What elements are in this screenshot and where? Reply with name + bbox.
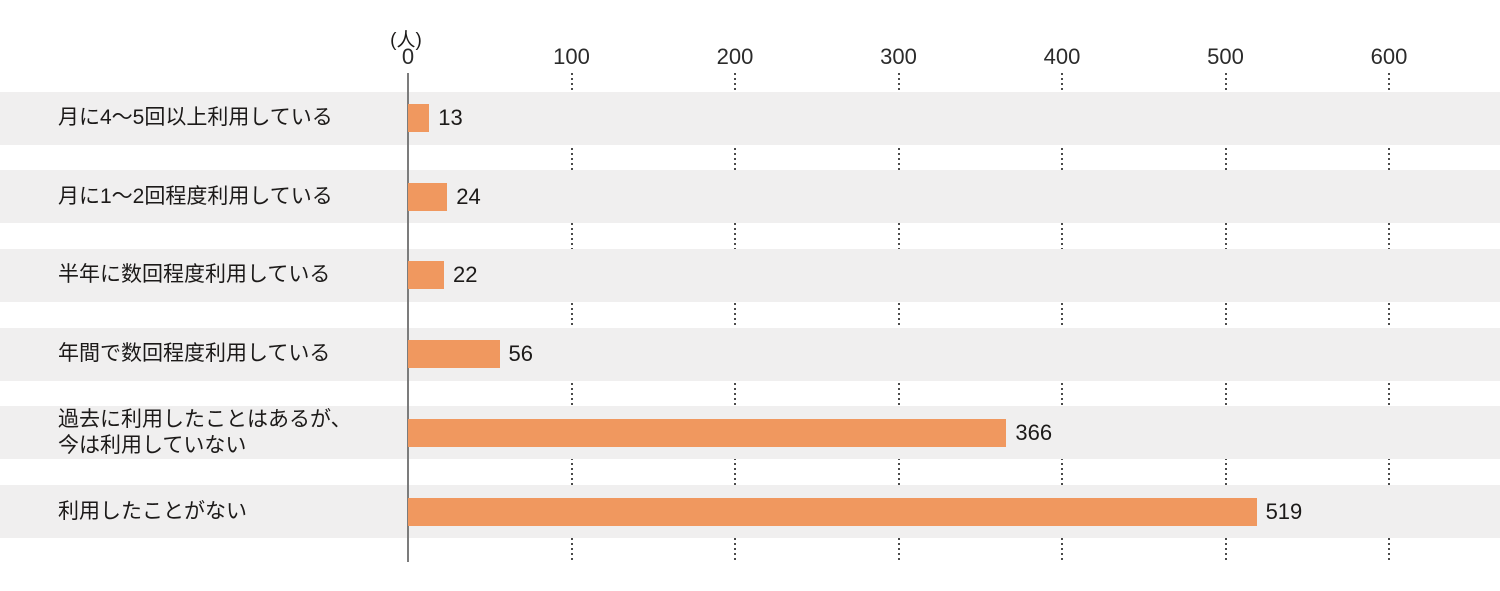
x-tick-label: 200 bbox=[716, 44, 754, 69]
category-label: 年間で数回程度利用している bbox=[58, 342, 331, 366]
dotted-gridline bbox=[1061, 73, 1063, 562]
x-tick-label: 500 bbox=[1207, 44, 1244, 69]
bar bbox=[408, 182, 448, 211]
category-label: 過去に利用したことはあるが、 今は利用していない bbox=[58, 407, 352, 457]
axis-unit-label: (人) bbox=[390, 30, 422, 51]
x-tick-label: 600 bbox=[1370, 44, 1408, 69]
bar bbox=[408, 340, 500, 369]
y-axis-zero-line bbox=[407, 73, 409, 562]
x-tick-label: 100 bbox=[553, 44, 590, 69]
bar bbox=[408, 104, 430, 132]
dotted-gridline bbox=[570, 73, 573, 562]
x-tick-label: 300 bbox=[880, 44, 917, 69]
value-label: 13 bbox=[438, 105, 463, 130]
dotted-gridline bbox=[897, 73, 900, 562]
value-label: 519 bbox=[1265, 498, 1303, 524]
category-label: 月に4〜5回以上利用している bbox=[58, 106, 333, 129]
value-label: 22 bbox=[452, 262, 478, 288]
x-tick-label: 400 bbox=[1043, 44, 1081, 69]
dotted-gridline bbox=[1388, 73, 1390, 562]
row-band bbox=[0, 248, 1500, 302]
dotted-gridline bbox=[734, 73, 736, 562]
category-label: 利用したことがない bbox=[58, 499, 247, 523]
bar bbox=[408, 497, 1257, 526]
dotted-gridline bbox=[1224, 73, 1227, 562]
value-label: 24 bbox=[456, 183, 481, 209]
category-label: 半年に数回程度利用している bbox=[58, 263, 331, 287]
bar bbox=[408, 261, 444, 290]
value-label: 366 bbox=[1015, 419, 1053, 445]
row-band bbox=[0, 170, 1500, 224]
row-band bbox=[0, 327, 1500, 381]
value-label: 56 bbox=[508, 341, 534, 367]
row-band bbox=[0, 91, 1500, 145]
category-label: 月に1〜2回程度利用している bbox=[58, 184, 333, 208]
x-tick-label: 0 bbox=[401, 44, 415, 69]
bar bbox=[408, 418, 1007, 447]
